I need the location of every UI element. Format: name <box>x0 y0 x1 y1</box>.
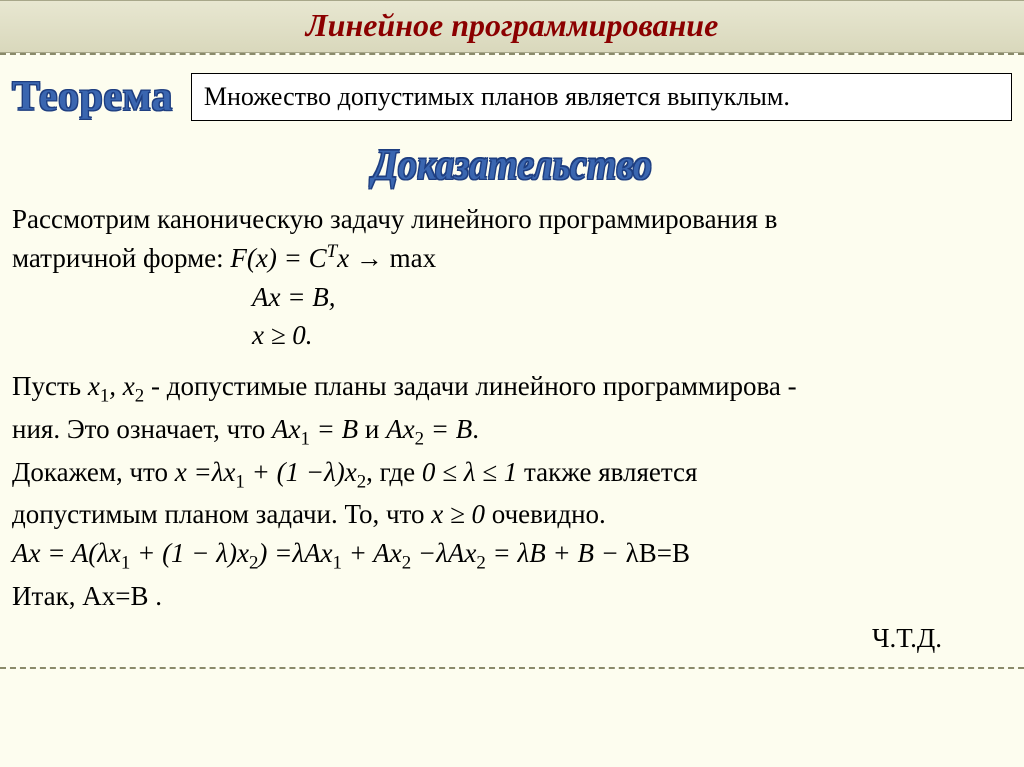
proof-line-p6: Ax = A(λx1 + (1 − λ)x2) =λAx1 + Ax2 −λAx… <box>12 535 1012 576</box>
x-combo: x =λx1 + (1 −λ)x2 <box>175 457 366 487</box>
theorem-statement: Множество допустимых планов является вып… <box>204 82 790 111</box>
eq-objective: F(x) = CTx → max <box>230 243 436 273</box>
p3-b: и <box>358 414 386 444</box>
proof-line-p4: Докажем, что x =λx1 + (1 −λ)x2, где 0 ≤ … <box>12 454 1012 495</box>
p7: Итак, Аx=В . <box>12 581 162 611</box>
proof-line-p7: Итак, Аx=В . <box>12 578 1012 614</box>
proof-label: Доказательство <box>12 140 1012 191</box>
p4-b: , где <box>366 457 422 487</box>
divider-bottom <box>0 667 1024 669</box>
p5-b: очевидно. <box>485 499 606 529</box>
theorem-label: Теорема <box>12 73 173 121</box>
lambda-range: 0 ≤ λ ≤ 1 <box>422 457 517 487</box>
p2-a: Пусть <box>12 371 88 401</box>
theorem-row: Теорема Множество допустимых планов явля… <box>12 55 1012 135</box>
eq-nonneg: x ≥ 0. <box>12 317 1012 353</box>
p5-a: допустимым планом задачи. То, что <box>12 499 431 529</box>
ax1b: Ax1 = B <box>272 414 358 444</box>
p4-c: также является <box>517 457 697 487</box>
proof-line-1: Рассмотрим каноническую задачу линейного… <box>12 201 1012 237</box>
x1x2: x1, x2 <box>88 371 144 401</box>
page-title: Линейное программирование <box>0 7 1024 44</box>
p3-c: . <box>472 414 479 444</box>
proof-line-p5: допустимым планом задачи. То, что x ≥ 0 … <box>12 496 1012 532</box>
ax2b: Ax2 = B <box>386 414 472 444</box>
eq-constraint: Ax = B, <box>12 279 1012 315</box>
proof-line-2-prefix: матричной форме: <box>12 243 230 273</box>
x-ge-0: x ≥ 0 <box>431 499 485 529</box>
title-bar: Линейное программирование <box>0 0 1024 53</box>
proof-line-p3: ния. Это означает, что Ax1 = B и Ax2 = B… <box>12 411 1012 452</box>
p2-b: - допустимые планы задачи линейного прог… <box>144 371 796 401</box>
ax-tail: λВ=В <box>626 538 690 568</box>
theorem-statement-box: Множество допустимых планов является вып… <box>191 73 1012 121</box>
ax-expand: Ax = A(λx1 + (1 − λ)x2) =λAx1 + Ax2 −λAx… <box>12 538 626 568</box>
proof-line-p2: Пусть x1, x2 - допустимые планы задачи л… <box>12 368 1012 409</box>
proof-body: Рассмотрим каноническую задачу линейного… <box>12 201 1012 657</box>
p4-a: Докажем, что <box>12 457 175 487</box>
qed: Ч.Т.Д. <box>12 620 1012 656</box>
content-region: Теорема Множество допустимых планов явля… <box>0 55 1024 657</box>
p3-a: ния. Это означает, что <box>12 414 272 444</box>
proof-line-2: матричной форме: F(x) = CTx → max <box>12 239 1012 276</box>
